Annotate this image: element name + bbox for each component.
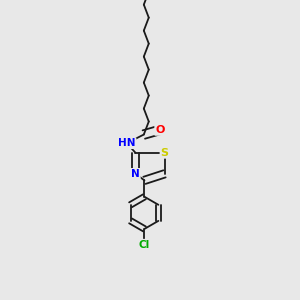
Text: O: O (155, 125, 165, 135)
Text: N: N (131, 169, 140, 179)
Text: HN: HN (118, 138, 136, 148)
Text: S: S (160, 148, 169, 158)
Text: Cl: Cl (139, 240, 150, 250)
